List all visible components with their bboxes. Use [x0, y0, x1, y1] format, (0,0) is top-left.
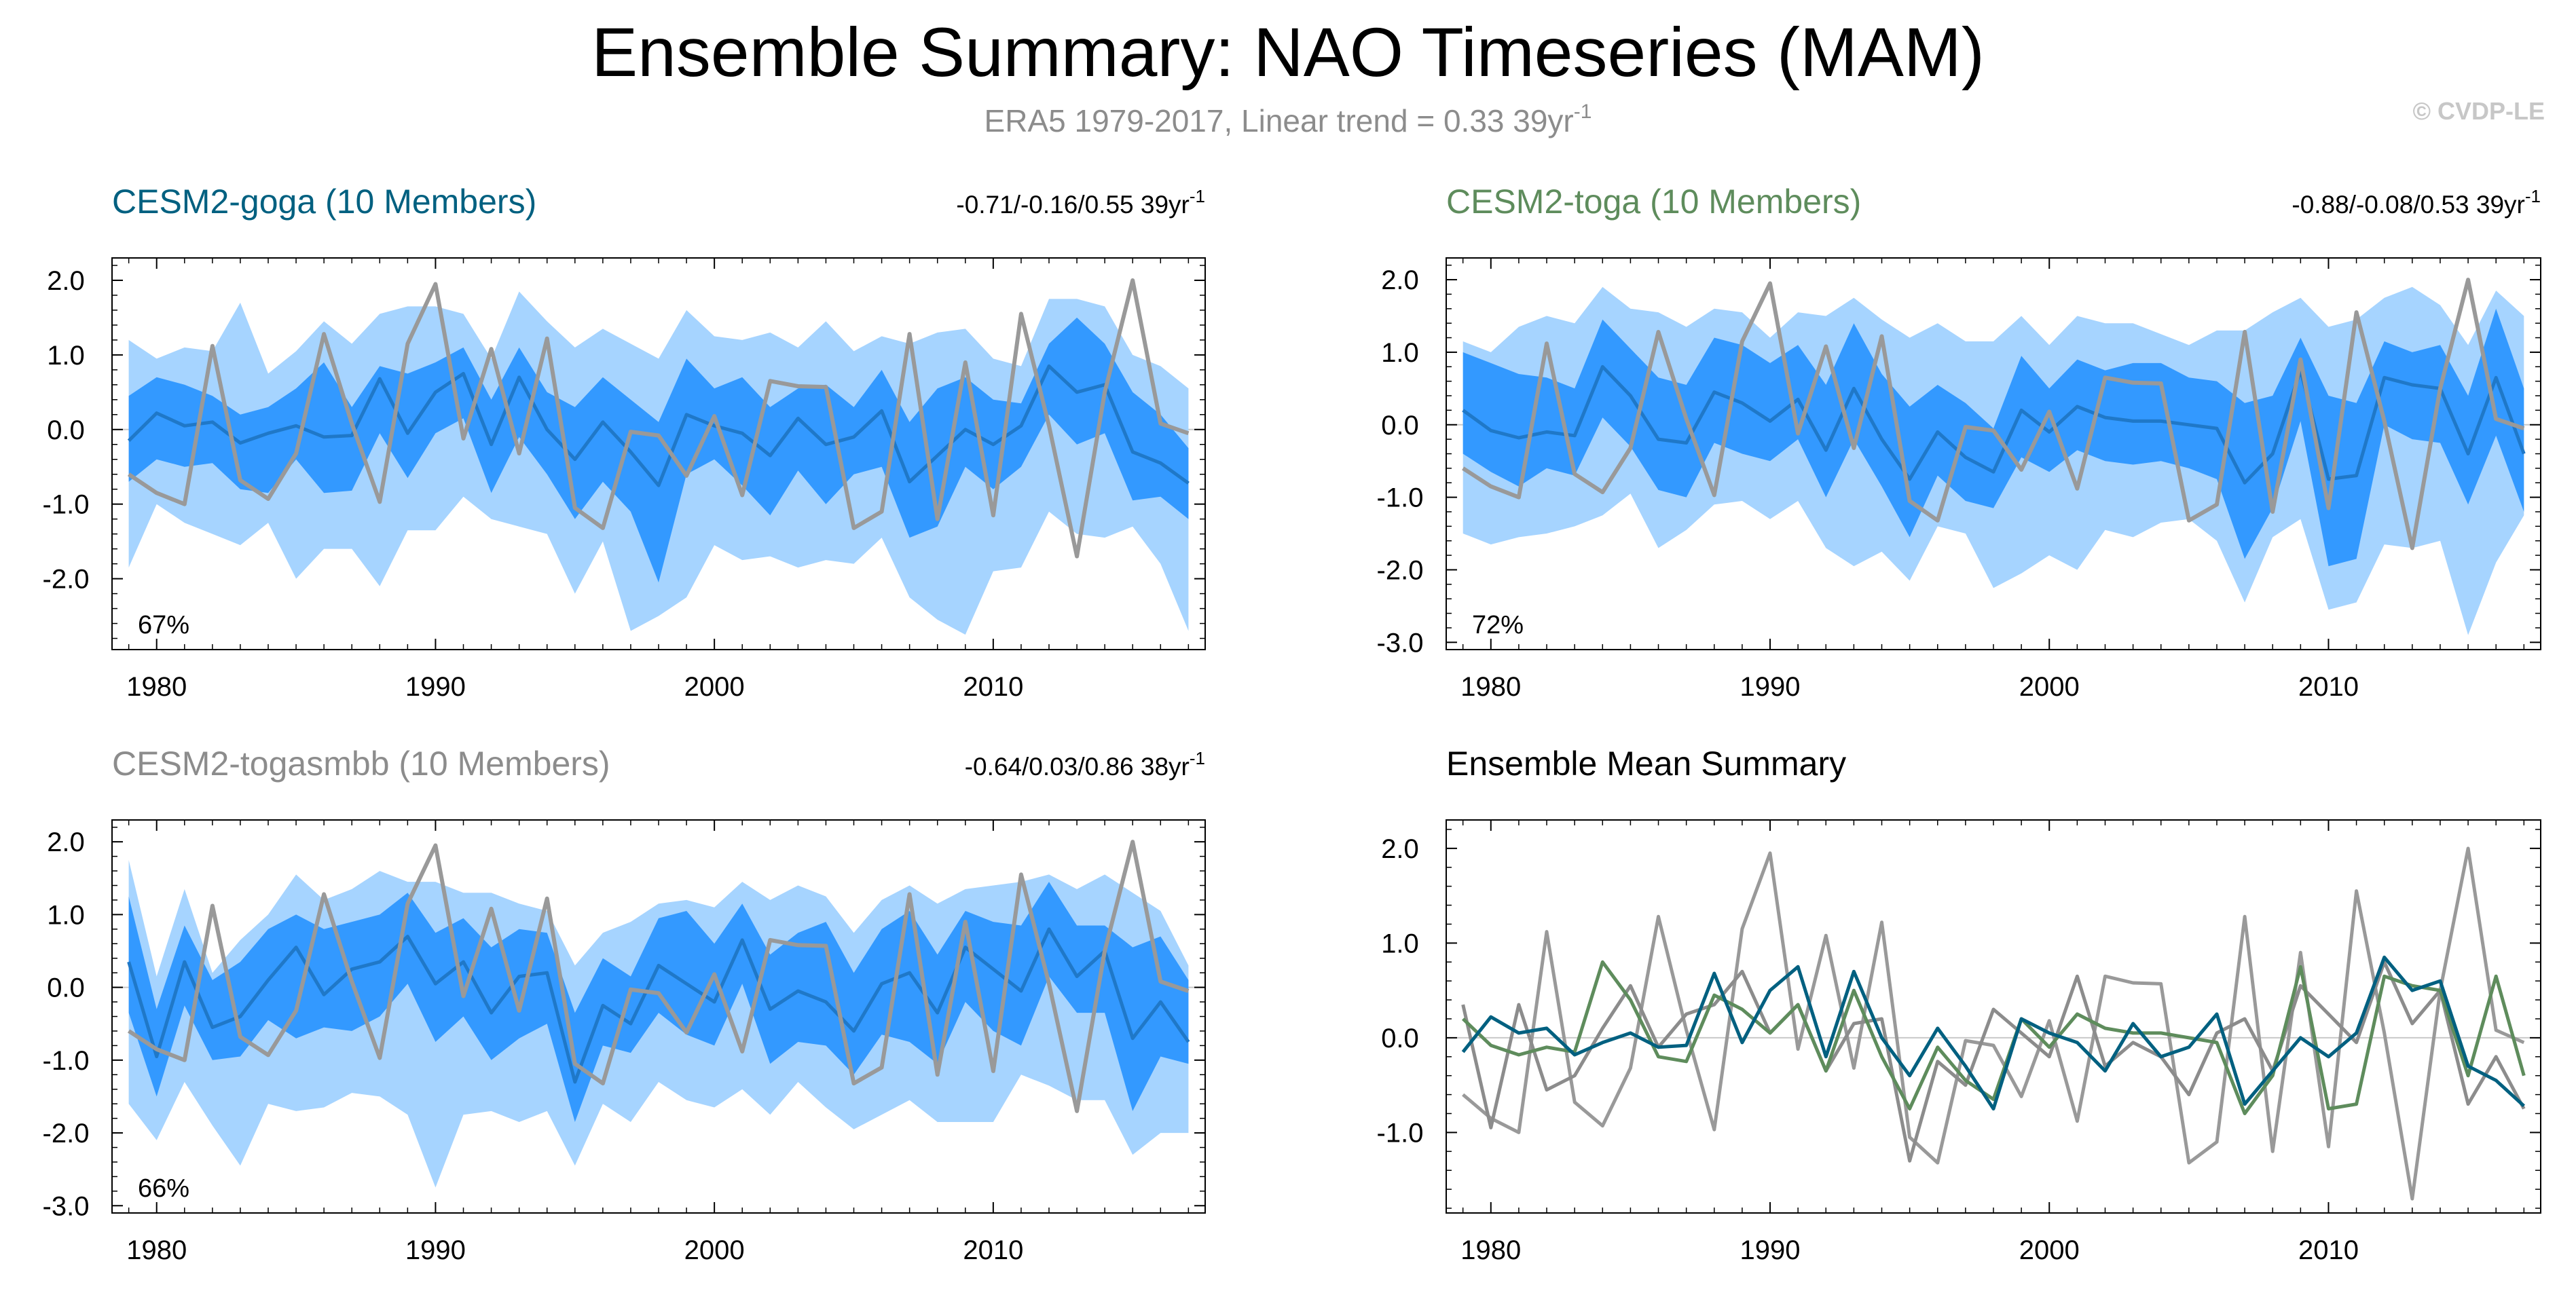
x-tick-label: 2010 — [2298, 672, 2359, 702]
observed-line — [127, 278, 1190, 559]
plot-area — [112, 278, 1205, 635]
panel-title: CESM2-togasmbb (10 Members) — [112, 745, 610, 783]
observed-line — [1462, 278, 2525, 550]
y-tick-label: 0.0 — [1381, 411, 1419, 441]
y-tick-label: -1.0 — [1377, 1118, 1424, 1148]
panel-stats-superscript: -1 — [2525, 186, 2541, 206]
panel-stats: -0.88/-0.08/0.53 39yr-1 — [2292, 186, 2541, 219]
percent-label: 67% — [138, 611, 189, 639]
x-tick-label: 2010 — [2298, 1235, 2359, 1265]
spread-band-inner — [1462, 308, 2524, 567]
plot-area — [1446, 846, 2541, 1201]
panel-stats: -0.64/0.03/0.86 38yr-1 — [965, 748, 1205, 781]
panel-stats: -0.71/-0.16/0.55 39yr-1 — [956, 186, 1205, 219]
panel-ensemble: Ensemble Mean Summary 2.0 1.0 0.0 -1.0 1980 19… — [1377, 745, 2541, 1265]
percent-label: 66% — [138, 1174, 189, 1203]
y-tick-label: 2.0 — [1381, 265, 1419, 295]
y-tick-label: -1.0 — [43, 1046, 90, 1076]
y-tick-label: 2.0 — [47, 266, 85, 296]
panel-goga: CESM2-goga (10 Members) -0.71/-0.16/0.55 … — [43, 183, 1206, 702]
toga-mean-line — [1461, 960, 2526, 1115]
x-tick-label: 2000 — [684, 1235, 745, 1265]
y-tick-label: 1.0 — [1381, 929, 1419, 958]
x-tick-label: 2000 — [684, 672, 745, 702]
y-tick-label: 1.0 — [1381, 338, 1419, 368]
x-tick-label: 1990 — [405, 672, 466, 702]
y-tick-label: 0.0 — [1381, 1024, 1419, 1053]
panel-stats-superscript: -1 — [1190, 186, 1205, 206]
x-tick-label: 1980 — [126, 1235, 187, 1265]
figure-subtitle: ERA5 1979-2017, Linear trend = 0.33 39yr… — [985, 100, 1592, 138]
panel-togasmbb: CESM2-togasmbb (10 Members) -0.64/0.03/0.… — [43, 745, 1206, 1265]
x-tick-label: 2000 — [2019, 1235, 2080, 1265]
y-tick-label: -1.0 — [1377, 483, 1424, 513]
x-tick-label: 2010 — [963, 672, 1023, 702]
subtitle-text: ERA5 1979-2017, Linear trend = 0.33 39yr — [985, 103, 1574, 138]
panel-toga: CESM2-toga (10 Members) -0.88/-0.08/0.53 … — [1377, 183, 2541, 702]
y-tick-label: 1.0 — [47, 341, 85, 371]
y-tick-label: -2.0 — [1377, 555, 1424, 585]
plot-area — [112, 840, 1205, 1188]
observed-line — [127, 840, 1190, 1113]
x-tick-label: 1980 — [126, 672, 187, 702]
y-tick-label: 0.0 — [47, 415, 85, 445]
panel-title: CESM2-goga (10 Members) — [112, 183, 536, 221]
figure-title: Ensemble Summary: NAO Timeseries (MAM) — [591, 14, 1985, 91]
x-tick-label: 1990 — [1740, 1235, 1801, 1265]
panel-stats-text: -0.71/-0.16/0.55 39yr — [956, 191, 1190, 219]
copyright-text: © CVDP-LE — [2412, 97, 2545, 125]
y-tick-label: 2.0 — [1381, 834, 1419, 864]
togasmbb-mean-line — [1461, 960, 2526, 1163]
x-tick-label: 1990 — [405, 1235, 466, 1265]
x-tick-label: 1980 — [1460, 1235, 1521, 1265]
panel-title: Ensemble Mean Summary — [1446, 745, 1846, 783]
y-tick-label: -2.0 — [43, 1119, 90, 1148]
panel-title: CESM2-toga (10 Members) — [1446, 183, 1861, 221]
spread-band-inner — [128, 317, 1189, 583]
ensemble-median-line — [127, 364, 1190, 487]
goga-mean-line — [1461, 955, 2525, 1110]
spread-band-inner — [128, 882, 1189, 1122]
y-tick-label: 1.0 — [47, 900, 85, 930]
y-tick-label: -2.0 — [43, 565, 90, 595]
panels: CESM2-goga (10 Members) -0.71/-0.16/0.55 … — [43, 183, 2541, 1265]
x-tick-label: 1990 — [1740, 672, 1801, 702]
y-tick-label: 2.0 — [47, 827, 85, 857]
panel-stats-text: -0.64/0.03/0.86 38yr — [965, 753, 1190, 781]
subtitle-superscript: -1 — [1574, 100, 1592, 123]
panel-stats-text: -0.88/-0.08/0.53 39yr — [2292, 191, 2525, 219]
panel-stats-superscript: -1 — [1190, 748, 1205, 768]
y-tick-label: 0.0 — [47, 973, 85, 1003]
plot-area — [1446, 278, 2541, 635]
y-tick-label: -3.0 — [43, 1191, 90, 1221]
x-tick-label: 1980 — [1460, 672, 1521, 702]
x-tick-label: 2000 — [2019, 672, 2080, 702]
percent-label: 72% — [1472, 611, 1524, 639]
y-tick-label: -1.0 — [43, 490, 90, 520]
x-tick-label: 2010 — [963, 1235, 1023, 1265]
y-tick-label: -3.0 — [1377, 628, 1424, 658]
